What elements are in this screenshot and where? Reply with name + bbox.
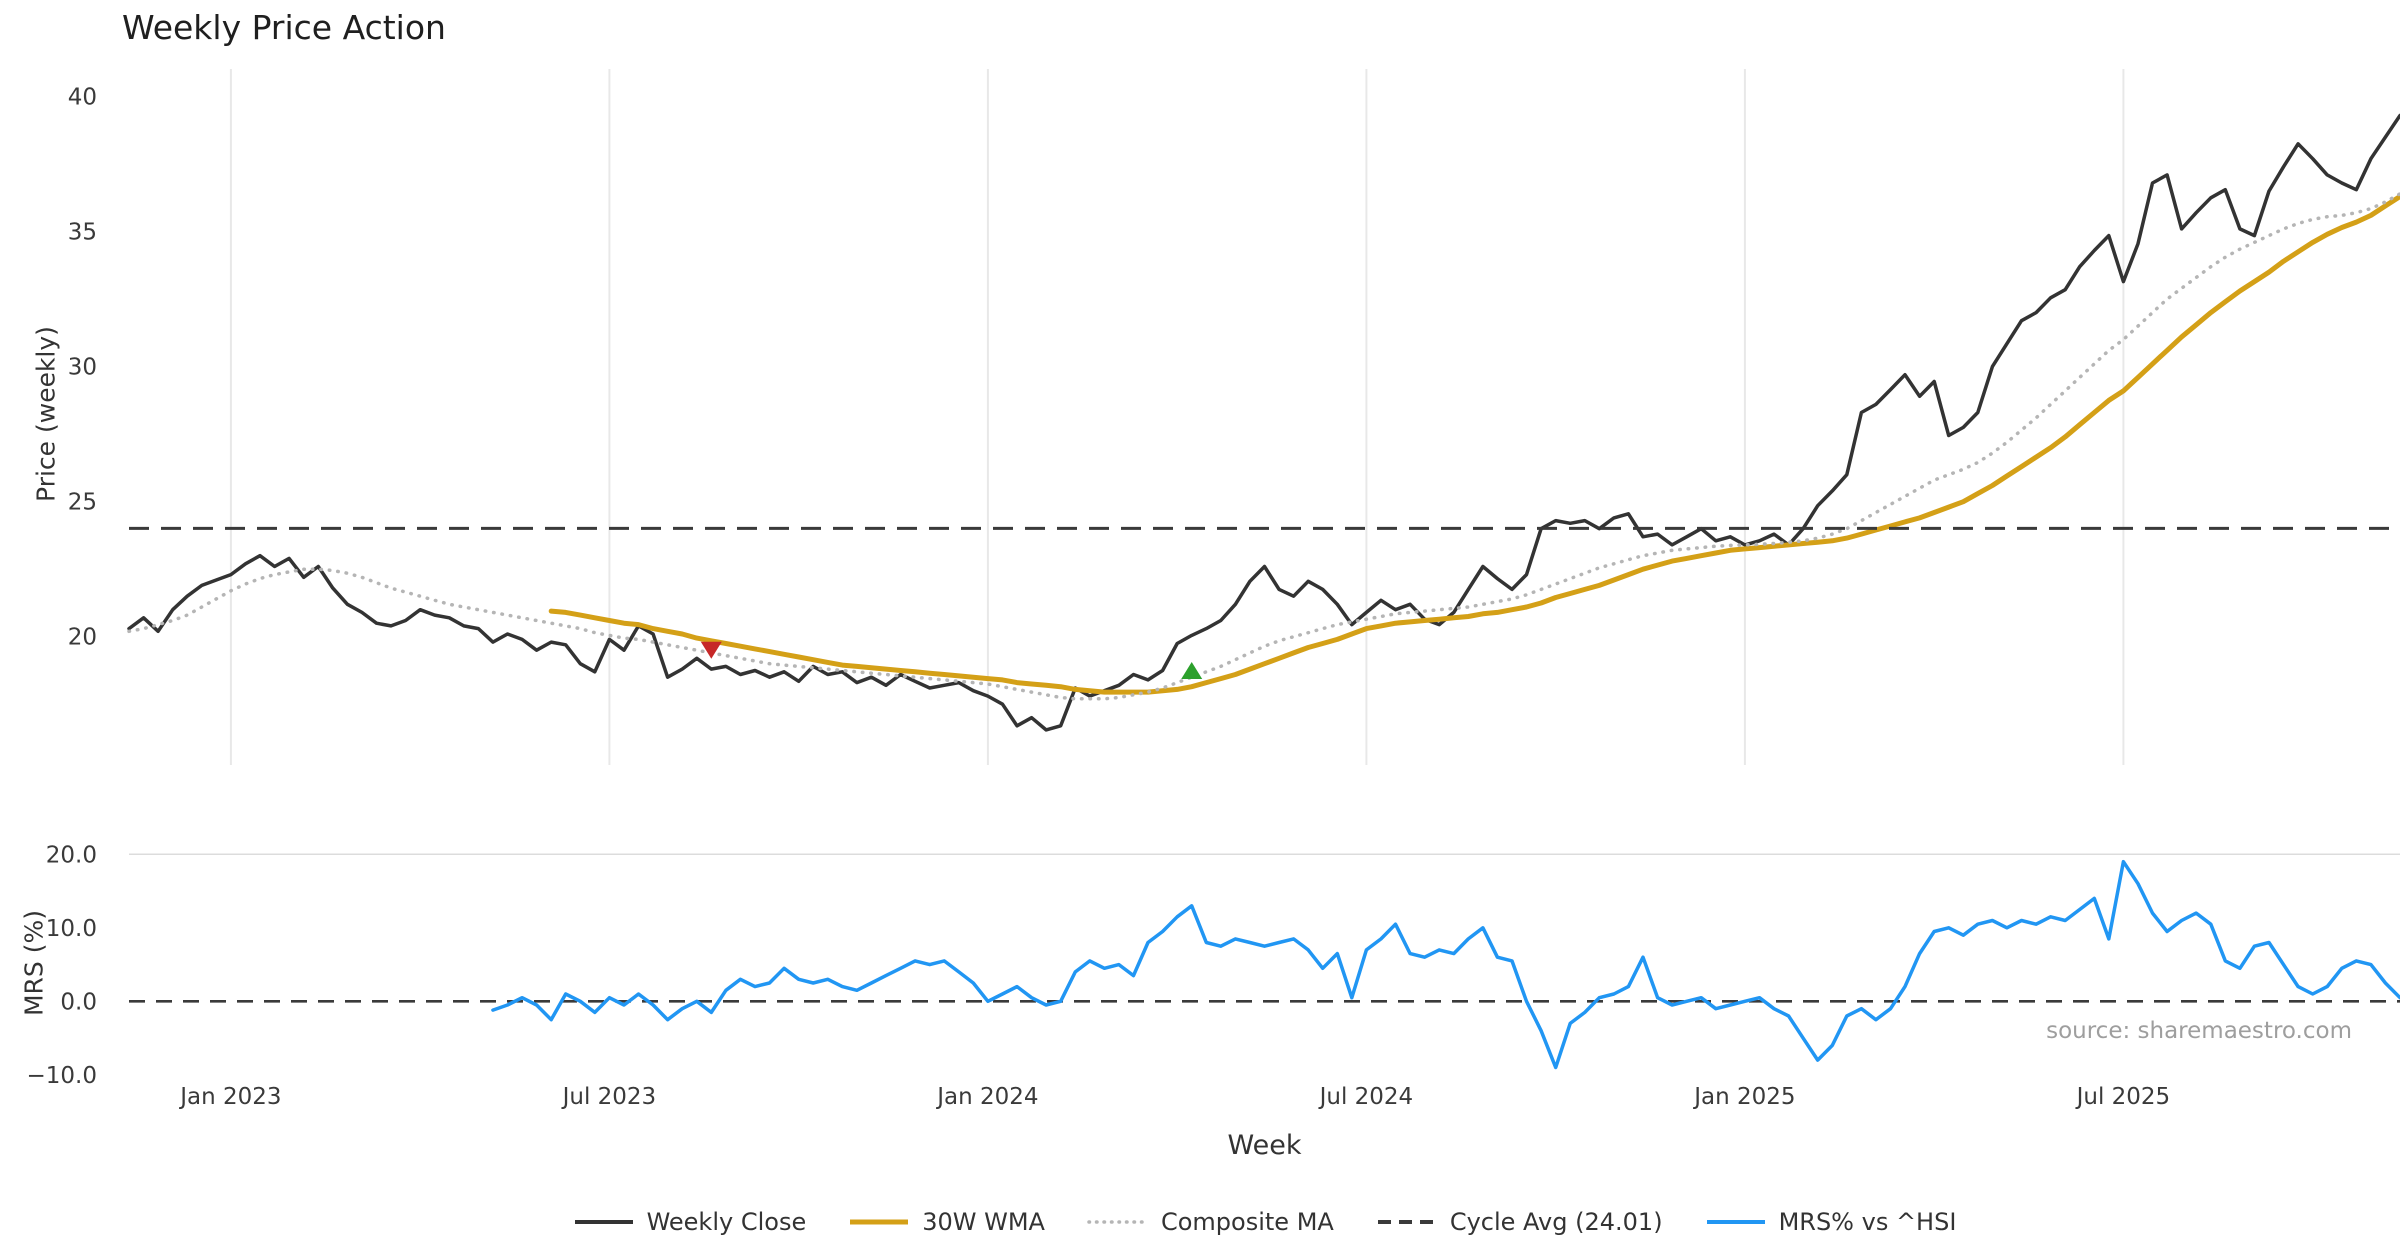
- buy-signal-marker: [1181, 661, 1203, 679]
- x-axis-label: Week: [1227, 1130, 1302, 1161]
- legend-item-cycle-avg-24-01: Cycle Avg (24.01): [1376, 1208, 1663, 1236]
- composite-ma-line: [127, 192, 2400, 701]
- price-axis-label: Price (weekly): [31, 326, 61, 502]
- xtick-jul-2024: Jul 2024: [1318, 1084, 1414, 1110]
- legend-line-sample-icon: [1377, 1220, 1436, 1224]
- price-ytick-25: 25: [68, 490, 97, 516]
- price-ytick-30: 30: [68, 355, 97, 381]
- legend-line-sample-icon: [1087, 1220, 1149, 1224]
- legend-line-sample-icon: [574, 1220, 633, 1224]
- mrs-axis-label: MRS (%): [19, 909, 49, 1017]
- mrs-ytick-20: 20.0: [46, 842, 97, 868]
- legend-label: Cycle Avg (24.01): [1449, 1208, 1663, 1236]
- mrs-ytick-0: 0.0: [60, 989, 97, 1015]
- price-ytick-35: 35: [68, 220, 97, 246]
- legend-label: 30W WMA: [922, 1208, 1045, 1236]
- source-credit: source: sharemaestro.com: [2046, 1018, 2352, 1044]
- legend-line-sample-icon: [850, 1219, 909, 1225]
- sell-signal-marker: [700, 641, 722, 659]
- legend-item-weekly-close: Weekly Close: [573, 1208, 807, 1236]
- xtick-jul-2023: Jul 2023: [561, 1084, 657, 1110]
- legend-item-30w-wma: 30W WMA: [848, 1208, 1045, 1236]
- 30w-wma-line: [548, 194, 2400, 695]
- mrs-vs-hsi-line: [491, 859, 2400, 1070]
- legend-label: MRS% vs ^HSI: [1778, 1208, 1957, 1236]
- price-ytick-40: 40: [68, 85, 97, 111]
- xtick-jan-2023: Jan 2023: [178, 1084, 281, 1110]
- legend-item-mrs-vs-hsi: MRS% vs ^HSI: [1705, 1208, 1957, 1236]
- mrs-ytick-10: 10.0: [46, 916, 97, 942]
- legend-label: Composite MA: [1160, 1208, 1334, 1236]
- chart-legend: Weekly Close 30W WMA Composite MA Cycle Avg…: [129, 1208, 2400, 1236]
- xtick-jan-2024: Jan 2024: [935, 1084, 1038, 1110]
- chart-title: Weekly Price Action: [122, 8, 446, 47]
- legend-line-sample-icon: [1706, 1220, 1765, 1224]
- price-ytick-20: 20: [68, 625, 97, 651]
- weekly-close-line: [127, 113, 2400, 732]
- mrs-ytick--10: −10.0: [27, 1063, 97, 1089]
- legend-label: Weekly Close: [646, 1208, 807, 1236]
- legend-item-composite-ma: Composite MA: [1087, 1208, 1334, 1236]
- xtick-jul-2025: Jul 2025: [2075, 1084, 2171, 1110]
- xtick-jan-2025: Jan 2025: [1692, 1084, 1795, 1110]
